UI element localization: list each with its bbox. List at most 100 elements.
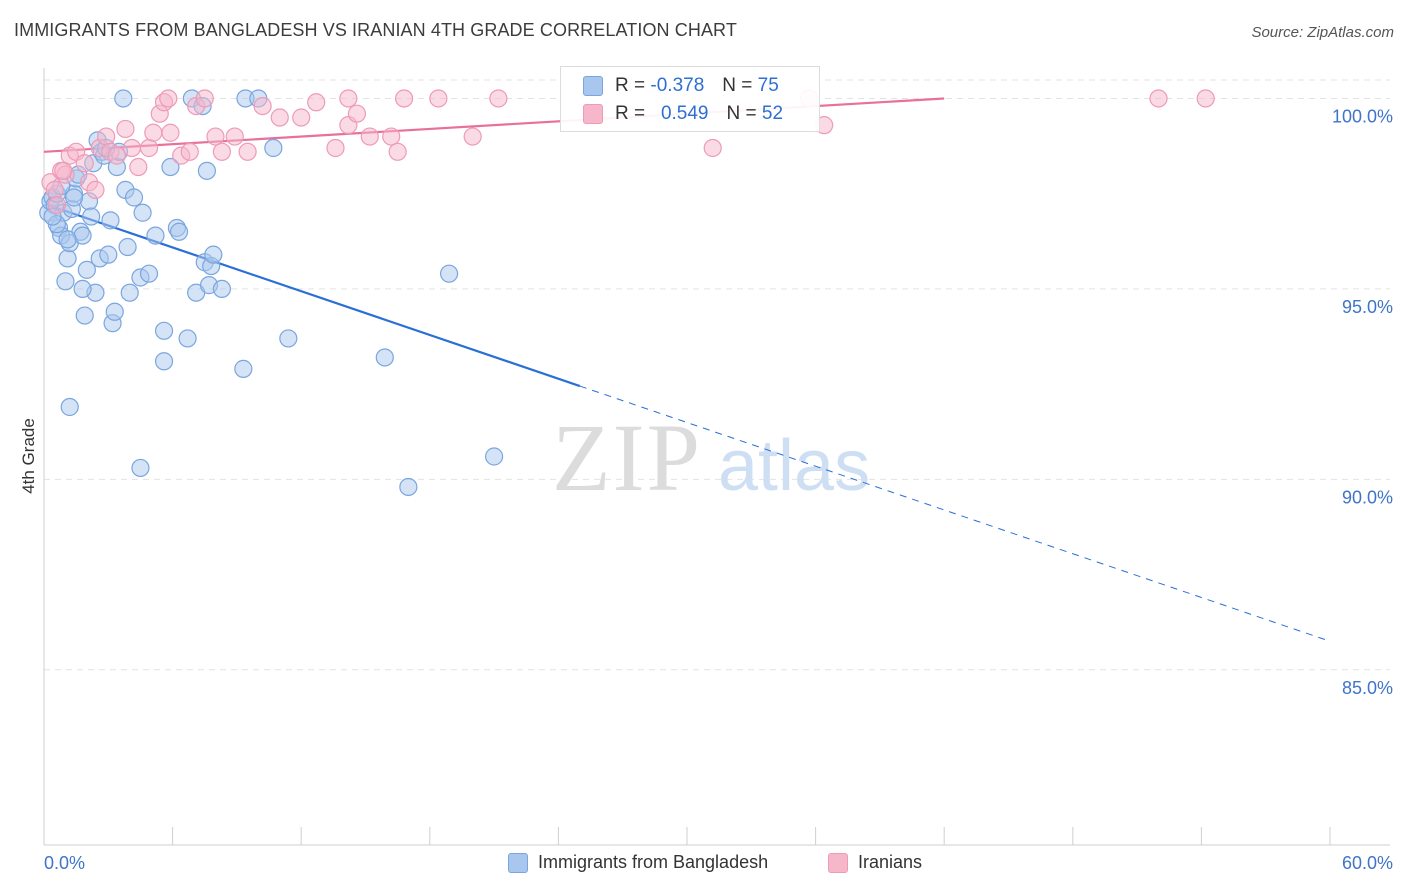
legend-item-bangladesh[interactable]: Immigrants from Bangladesh (508, 852, 768, 873)
point-iranians (116, 119, 135, 139)
point-bangladesh (169, 222, 189, 241)
n-label: N = (726, 103, 757, 124)
point-bangladesh (101, 211, 120, 230)
point-iranians (75, 154, 94, 173)
point-iranians (144, 123, 163, 142)
point-bangladesh (154, 352, 174, 371)
point-iranians (206, 127, 225, 146)
point-bangladesh (105, 302, 124, 321)
y-tick-label: 90.0% (1342, 487, 1393, 507)
point-bangladesh (118, 237, 137, 257)
point-iranians (388, 142, 407, 161)
point-bangladesh (75, 306, 94, 325)
pink-swatch-icon (583, 104, 603, 124)
x-tick-label: 60.0% (1342, 853, 1393, 873)
point-iranians (139, 138, 159, 158)
n-value: 75 (757, 75, 779, 96)
point-iranians (429, 89, 448, 108)
y-tick-label: 85.0% (1342, 678, 1393, 698)
watermark-atlas: atlas (718, 426, 870, 506)
point-iranians (225, 127, 244, 146)
point-iranians (360, 127, 379, 146)
point-iranians (180, 142, 199, 161)
point-iranians (86, 180, 105, 199)
point-bangladesh (146, 226, 165, 245)
stats-row-bangladesh: R = -0.378 N = 75 (583, 73, 779, 99)
bottom-legend: Immigrants from Bangladesh Iranians (0, 852, 1406, 878)
point-iranians (270, 108, 289, 127)
point-bangladesh (58, 249, 77, 268)
point-bangladesh (154, 321, 174, 340)
source-label: Source: ZipAtlas.com (1251, 24, 1394, 41)
point-iranians (1149, 89, 1168, 108)
legend-item-iranians[interactable]: Iranians (828, 852, 922, 873)
point-bangladesh (58, 230, 77, 249)
r-value: 0.549 (660, 103, 709, 124)
n-value: 52 (761, 103, 784, 124)
pink-swatch-icon (828, 852, 848, 873)
point-bangladesh (178, 329, 197, 348)
point-iranians (339, 89, 358, 108)
point-iranians (703, 138, 722, 158)
point-bangladesh (120, 283, 139, 302)
point-iranians (394, 89, 414, 108)
trendline-bangladesh-extension (579, 385, 1331, 642)
point-bangladesh (197, 161, 216, 180)
point-iranians (45, 180, 64, 199)
y-tick-label: 100.0% (1332, 106, 1393, 126)
point-iranians (212, 142, 231, 161)
axis-labels: 100.0% 95.0% 90.0% 85.0% 0.0% 60.0% 4th Grade (19, 106, 1393, 873)
point-iranians (1196, 89, 1215, 108)
point-bangladesh (73, 279, 92, 299)
y-axis-title: 4th Grade (19, 418, 38, 494)
point-iranians (159, 89, 178, 108)
point-bangladesh (82, 207, 101, 226)
point-bangladesh (279, 329, 298, 348)
point-iranians (463, 127, 482, 146)
point-iranians (347, 104, 367, 123)
point-iranians (54, 161, 73, 180)
point-bangladesh (234, 359, 253, 378)
point-bangladesh (439, 264, 459, 283)
point-iranians (129, 157, 148, 177)
stats-row-iranians: R = 0.549 N = 52 (583, 101, 783, 127)
n-label: N = (722, 75, 753, 96)
blue-swatch-icon (583, 76, 603, 96)
point-iranians (292, 108, 311, 127)
r-value: -0.378 (650, 75, 705, 96)
x-tick-label: 0.0% (44, 853, 85, 873)
r-label: R = (615, 103, 646, 124)
watermark-zip: ZIP (552, 404, 702, 511)
legend-label: Iranians (858, 852, 923, 872)
blue-swatch-icon (508, 852, 528, 873)
trendline-bangladesh (47, 204, 581, 388)
r-label: R = (615, 75, 646, 96)
point-iranians (326, 138, 345, 158)
point-bangladesh (99, 245, 118, 264)
point-iranians (47, 196, 66, 215)
point-iranians (307, 93, 326, 112)
point-bangladesh (73, 226, 92, 245)
axes (43, 68, 1390, 846)
point-bangladesh (485, 447, 504, 466)
point-iranians (97, 127, 116, 146)
point-bangladesh (133, 203, 152, 222)
point-iranians (238, 142, 257, 161)
point-iranians (253, 96, 272, 116)
point-iranians (489, 89, 508, 108)
y-tick-label: 95.0% (1342, 297, 1393, 317)
point-bangladesh (161, 157, 180, 177)
point-bangladesh (264, 138, 283, 158)
point-bangladesh (60, 397, 79, 417)
point-bangladesh (139, 264, 159, 283)
point-iranians (195, 89, 214, 108)
point-bangladesh (212, 279, 231, 299)
point-bangladesh (77, 260, 96, 279)
point-bangladesh (375, 348, 394, 367)
point-bangladesh (204, 245, 223, 264)
point-iranians (161, 123, 180, 142)
point-iranians (382, 127, 401, 146)
point-bangladesh (131, 458, 150, 478)
stats-legend: R = -0.378 N = 75 R = 0.549 N = 52 (560, 66, 820, 132)
